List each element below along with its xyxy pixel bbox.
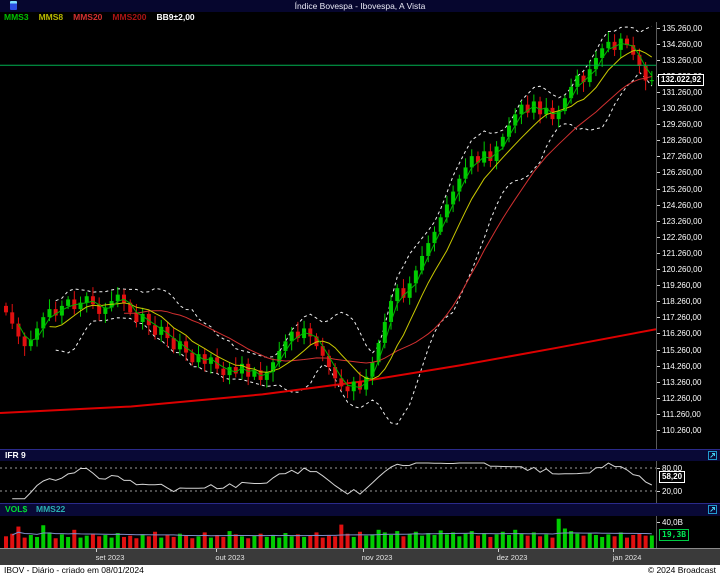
price-axis-label: 117.260,00 bbox=[657, 313, 701, 322]
chart-title: Índice Bovespa - Ibovespa, A Vista bbox=[294, 1, 426, 11]
price-axis-label: 134.260,00 bbox=[657, 40, 702, 49]
price-axis-label: 121.260,00 bbox=[657, 249, 702, 258]
ifr-expand-icon[interactable] bbox=[708, 451, 717, 460]
mms200-line bbox=[0, 328, 656, 414]
price-axis-label: 128.260,00 bbox=[657, 136, 702, 145]
price-axis-label: 113.260,00 bbox=[657, 378, 701, 387]
vol-top-label: 40,0B bbox=[657, 518, 683, 527]
volume-chart[interactable] bbox=[0, 516, 656, 548]
price-axis-label: 129.260,00 bbox=[657, 120, 702, 129]
ifr-lower-label: 20,00 bbox=[657, 487, 682, 496]
vol-current-value: 19,3B bbox=[659, 529, 690, 541]
month-tick bbox=[498, 549, 499, 552]
price-axis-label: 123.260,00 bbox=[657, 217, 702, 226]
price-axis-label: 127.260,00 bbox=[657, 152, 702, 161]
app-icon[interactable] bbox=[10, 1, 17, 10]
price-axis-label: 130.260,00 bbox=[657, 104, 702, 113]
month-tick bbox=[613, 549, 614, 552]
volume-axis: 40,0B 19,3B bbox=[656, 516, 720, 548]
volume-ma-line bbox=[11, 531, 652, 537]
ifr-line bbox=[12, 462, 653, 500]
price-axis-label: 125.260,00 bbox=[657, 185, 702, 194]
candlestick-chart[interactable] bbox=[0, 22, 656, 449]
month-label: jan 2024 bbox=[612, 553, 642, 562]
price-axis-label: 110.260,00 bbox=[657, 426, 701, 435]
ifr-current-value: 58,20 bbox=[659, 471, 686, 483]
candlestick-series bbox=[4, 32, 654, 401]
month-tick bbox=[363, 549, 364, 552]
price-axis-label: 119.260,00 bbox=[657, 281, 701, 290]
price-axis-label: 114.260,00 bbox=[657, 362, 701, 371]
month-label: nov 2023 bbox=[361, 553, 393, 562]
price-axis-label: 118.260,00 bbox=[657, 297, 701, 306]
volume-bars bbox=[4, 518, 654, 548]
price-axis-label: 133.260,00 bbox=[657, 56, 702, 65]
legend-item-mms3: MMS3 bbox=[4, 12, 29, 22]
ifr-panel[interactable]: 80,00 20,00 58,20 bbox=[0, 461, 720, 503]
price-chart-panel[interactable]: 135.260,00134.260,00133.260,00132.260,00… bbox=[0, 22, 720, 449]
month-label: dez 2023 bbox=[496, 553, 528, 562]
price-axis-label: 120.260,00 bbox=[657, 265, 702, 274]
price-axis-label: 111.260,00 bbox=[657, 410, 701, 419]
mms20-line bbox=[124, 75, 652, 364]
price-axis-label: 112.260,00 bbox=[657, 394, 701, 403]
price-axis-label: 122.260,00 bbox=[657, 233, 702, 242]
indicator-legend: MMS3 MMS8 MMS20 MMS200 BB9±2,00 bbox=[0, 12, 720, 22]
ifr-chart[interactable] bbox=[0, 461, 656, 503]
month-label: set 2023 bbox=[95, 553, 125, 562]
bollinger-lower bbox=[55, 71, 653, 425]
legend-item-bb9-2-00: BB9±2,00 bbox=[156, 12, 195, 22]
vol-title: VOL$ bbox=[5, 504, 28, 514]
price-axis-label: 115.260,00 bbox=[657, 346, 701, 355]
price-axis-label: 131.260,00 bbox=[657, 88, 702, 97]
legend-item-mms8: MMS8 bbox=[38, 12, 64, 22]
price-axis-label: 126.260,00 bbox=[657, 168, 702, 177]
status-bar: IBOV - Diário - criado em 08/01/2024 © 2… bbox=[0, 565, 720, 575]
price-axis-label: 124.260,00 bbox=[657, 201, 702, 210]
price-axis: 135.260,00134.260,00133.260,00132.260,00… bbox=[656, 22, 720, 449]
ifr-title: IFR 9 bbox=[5, 450, 26, 460]
price-axis-label: 135.260,00 bbox=[657, 24, 702, 33]
month-tick bbox=[96, 549, 97, 552]
legend-item-mms200: MMS200 bbox=[112, 12, 147, 22]
price-axis-label: 116.260,00 bbox=[657, 329, 701, 338]
legend-item-mms20: MMS20 bbox=[73, 12, 103, 22]
current-price-box: 132.022,92 bbox=[658, 73, 705, 86]
bollinger-upper bbox=[55, 25, 652, 358]
month-label: out 2023 bbox=[215, 553, 245, 562]
vol-ma-label: MMS22 bbox=[36, 504, 66, 514]
month-tick bbox=[216, 549, 217, 552]
vol-expand-icon[interactable] bbox=[708, 505, 717, 514]
mms3-line bbox=[17, 42, 653, 389]
mms8-line bbox=[49, 49, 653, 380]
ifr-axis: 80,00 20,00 58,20 bbox=[656, 461, 720, 503]
volume-panel[interactable]: 40,0B 19,3B bbox=[0, 516, 720, 548]
status-text: IBOV - Diário - criado em 08/01/2024 bbox=[4, 565, 144, 575]
ifr-upper-label: 80,00 bbox=[657, 464, 682, 473]
copyright-text: © 2024 Broadcast bbox=[647, 565, 716, 575]
